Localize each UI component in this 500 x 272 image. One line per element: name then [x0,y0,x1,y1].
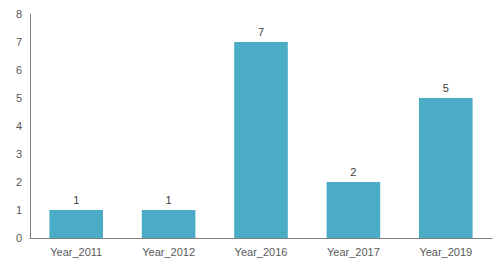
svg-text:4: 4 [16,120,22,132]
svg-text:7: 7 [16,36,22,48]
svg-text:6: 6 [16,64,22,76]
svg-text:1: 1 [16,204,22,216]
svg-text:3: 3 [16,148,22,160]
svg-text:1: 1 [73,194,79,206]
svg-text:Year_2012: Year_2012 [142,246,195,258]
svg-text:0: 0 [16,232,22,244]
svg-text:Year_2011: Year_2011 [50,246,102,258]
svg-text:Year_2017: Year_2017 [327,246,380,258]
svg-text:2: 2 [16,176,22,188]
svg-text:8: 8 [16,8,22,20]
svg-text:2: 2 [350,166,356,178]
svg-text:Year_2016: Year_2016 [235,246,288,258]
svg-text:5: 5 [16,92,22,104]
svg-text:5: 5 [443,82,449,94]
svg-text:7: 7 [258,26,264,38]
svg-text:1: 1 [166,194,172,206]
svg-text:Year_2019: Year_2019 [419,246,472,258]
